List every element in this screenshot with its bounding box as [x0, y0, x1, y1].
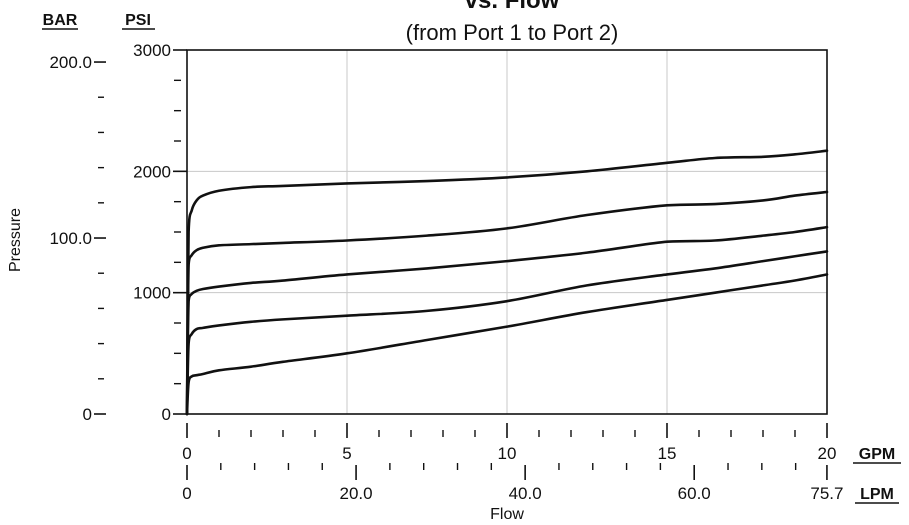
bar-tick-label: 100.0	[49, 229, 92, 248]
lpm-tick-label: 60.0	[678, 484, 711, 503]
bar-tick-label: 200.0	[49, 53, 92, 72]
lpm-unit-label: LPM	[860, 486, 894, 503]
axis-layer: 0 1000 2000 3000 0 100.0 200.0 0 5 10 15 20 0 20.0 40.…	[49, 41, 843, 503]
lpm-tick-label: 75.7	[810, 484, 843, 503]
bar-tick-label: 0	[83, 405, 92, 424]
gpm-tick-label: 0	[182, 444, 191, 463]
gpm-tick-label: 15	[658, 444, 677, 463]
x-axis-label: Flow	[490, 506, 524, 523]
chart-title: vs. Flow	[465, 0, 560, 14]
grid-layer	[187, 50, 827, 414]
y-axis-label: Pressure	[7, 208, 24, 272]
chart-subtitle: (from Port 1 to Port 2)	[406, 20, 619, 45]
lpm-tick-label: 40.0	[509, 484, 542, 503]
lpm-tick-label: 0	[182, 484, 191, 503]
gpm-unit-label: GPM	[859, 446, 895, 463]
bar-unit-label: BAR	[43, 12, 78, 29]
psi-tick-label: 1000	[133, 284, 171, 303]
gpm-tick-label: 20	[818, 444, 837, 463]
psi-unit-label: PSI	[125, 12, 151, 29]
lpm-tick-label: 20.0	[340, 484, 373, 503]
psi-tick-label: 3000	[133, 41, 171, 60]
psi-tick-label: 2000	[133, 162, 171, 181]
psi-tick-label: 0	[162, 405, 171, 424]
gpm-tick-label: 5	[342, 444, 351, 463]
gpm-tick-label: 10	[498, 444, 517, 463]
